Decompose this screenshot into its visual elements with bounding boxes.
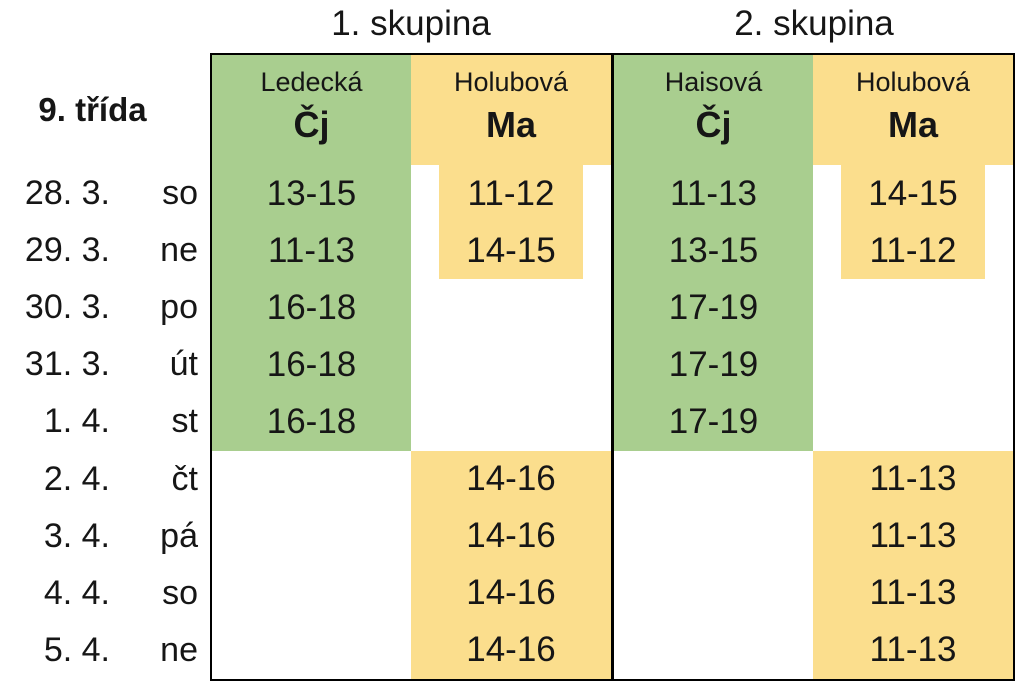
weekday-label: so (162, 174, 198, 213)
subject-label: Ma (887, 104, 938, 145)
date-row: 3. 4. pá (0, 508, 200, 565)
schedule-cell: 11-12 (813, 222, 1013, 280)
schedule-cell: 11-13 (813, 621, 1013, 679)
schedule-cell: 14-16 (411, 507, 611, 565)
schedule-cell: 17-19 (614, 279, 813, 337)
weekday-label: so (162, 573, 198, 612)
schedule-cell (813, 336, 1013, 393)
schedule-cell (614, 622, 813, 679)
date-label: 5. 4. (43, 630, 110, 669)
schedule-cell (813, 279, 1013, 336)
teacher-name: Ledecká (260, 67, 363, 97)
teacher-name: Haisová (664, 67, 763, 97)
group-divider (611, 55, 614, 679)
date-row: 29. 3. ne (0, 222, 200, 279)
date-label: 31. 3. (24, 345, 110, 384)
date-label: 3. 4. (43, 516, 110, 555)
group-2-header: 2. skupina (734, 4, 894, 43)
date-row: 28. 3. so (0, 165, 200, 222)
column-header: Haisová Čj (614, 55, 813, 165)
column-ledecka-cj: Ledecká Čj 13-15 11-13 16-18 16-18 16-18 (212, 55, 411, 679)
schedule-cell: 14-16 (411, 621, 611, 679)
schedule-cell (212, 565, 411, 622)
date-label: 4. 4. (43, 573, 110, 612)
date-row: 30. 3. po (0, 279, 200, 336)
date-label: 28. 3. (24, 174, 110, 213)
subject-label: Ma (485, 104, 536, 145)
schedule-cell: 13-15 (614, 222, 813, 280)
weekday-label: ne (160, 231, 198, 270)
date-row: 5. 4. ne (0, 622, 200, 679)
schedule-cell: 16-18 (212, 336, 411, 394)
date-label: 30. 3. (24, 288, 110, 327)
date-column: 28. 3. so 29. 3. ne 30. 3. po 31. 3. út … (0, 165, 200, 679)
schedule-cell (411, 279, 611, 336)
date-label: 2. 4. (43, 459, 110, 498)
schedule-cell: 14-16 (411, 450, 611, 508)
schedule-cell (212, 451, 411, 508)
weekday-label: ne (160, 630, 198, 669)
class-title: 9. třída (38, 91, 147, 128)
schedule-cell: 11-13 (813, 450, 1013, 508)
schedule-cell: 14-16 (411, 564, 611, 622)
subject-label: Čj (695, 104, 732, 145)
column-holubova-ma-1: Holubová Ma 11-12 14-15 14-16 14-16 14-1… (411, 55, 611, 679)
date-label: 29. 3. (24, 231, 110, 270)
schedule-cell: 16-18 (212, 279, 411, 337)
schedule-cell (813, 393, 1013, 450)
schedule-cell: 17-19 (614, 393, 813, 451)
schedule-cell: 11-13 (212, 222, 411, 280)
schedule-table: Ledecká Čj 13-15 11-13 16-18 16-18 16-18… (210, 53, 1015, 681)
schedule-cell: 14-15 (411, 222, 611, 280)
schedule-cell (614, 508, 813, 565)
weekday-label: po (160, 288, 198, 327)
schedule-cell: 17-19 (614, 336, 813, 394)
date-row: 1. 4. st (0, 393, 200, 450)
date-row: 2. 4. čt (0, 451, 200, 508)
column-holubova-ma-2: Holubová Ma 14-15 11-12 11-13 11-13 11-1… (813, 55, 1013, 679)
schedule-cell (411, 336, 611, 393)
date-label: 1. 4. (43, 402, 110, 441)
weekday-label: st (171, 402, 198, 441)
weekday-label: pá (160, 516, 198, 555)
teacher-name: Holubová (855, 67, 971, 97)
subject-label: Čj (293, 104, 330, 145)
schedule-cell: 11-13 (813, 507, 1013, 565)
weekday-label: čt (171, 459, 198, 498)
schedule-cell (212, 508, 411, 565)
schedule-cell: 16-18 (212, 393, 411, 451)
date-row: 4. 4. so (0, 565, 200, 622)
schedule-cell (614, 451, 813, 508)
schedule-cell (212, 622, 411, 679)
teacher-name: Holubová (453, 67, 569, 97)
column-header: Holubová Ma (813, 55, 1013, 165)
schedule-cell: 11-12 (411, 165, 611, 223)
schedule-cell: 13-15 (212, 165, 411, 223)
schedule-cell: 14-15 (813, 165, 1013, 223)
column-haisova-cj: Haisová Čj 11-13 13-15 17-19 17-19 17-19 (614, 55, 813, 679)
group-1-header: 1. skupina (331, 4, 491, 43)
column-header: Ledecká Čj (212, 55, 411, 165)
date-row: 31. 3. út (0, 336, 200, 393)
schedule-cell (411, 393, 611, 450)
schedule-cell (614, 565, 813, 622)
weekday-label: út (169, 345, 198, 384)
schedule-cell: 11-13 (813, 564, 1013, 622)
schedule-cell: 11-13 (614, 165, 813, 223)
column-header: Holubová Ma (411, 55, 611, 165)
